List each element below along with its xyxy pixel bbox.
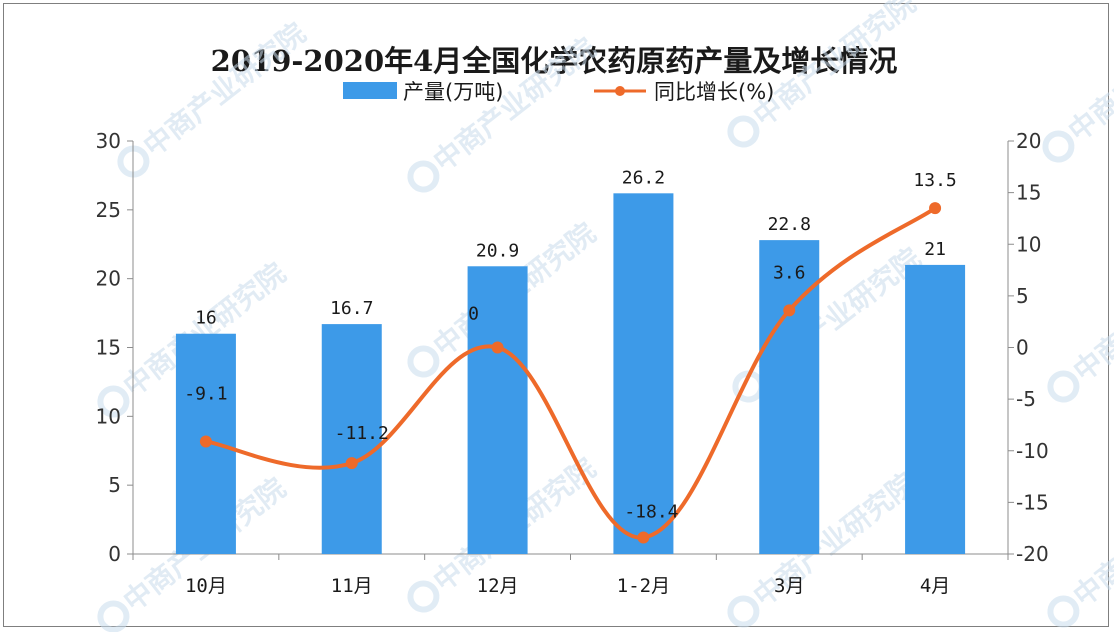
bar [613,193,674,554]
axes: 0 5 10 15 20 25 30 -20 -15 -10 -5 0 5 10 15 20 10月 11月 12月… [96,129,1049,597]
watermark: 中商产业研究院 [727,466,922,628]
y-right-tick-label: -5 [1016,387,1036,411]
zhongshang-logo-icon [97,385,130,418]
line-point [783,304,796,317]
line-point [199,435,212,448]
y-right-tick-label: -10 [1016,439,1049,463]
line-value-label: 3.6 [773,262,806,283]
x-category-label: 3月 [774,575,804,597]
zhongshang-logo-icon [727,115,760,148]
y-right-tick-label: 5 [1016,284,1029,308]
zhongshang-logo-icon [1047,370,1080,403]
line-value-label: -9.1 [184,383,227,404]
x-category-label: 12月 [477,575,519,597]
y-right-tick-label: -15 [1016,490,1049,514]
line-series [199,202,942,544]
line-point [345,457,358,470]
y-right-tick-label: 15 [1016,181,1041,205]
watermark: 中商产业研究院 [732,241,927,403]
zhongshang-logo-icon [407,580,440,613]
watermark: 中商产业研究院 [407,31,602,193]
line-point [929,202,942,215]
watermark: 中商产业研究院 [117,16,312,178]
x-category-label: 10月 [185,575,227,597]
watermark-text: 中商产业研究院 [747,0,922,133]
chart-title: 2019-2020年4月全国化学农药原药产量及增长情况 [210,44,898,78]
legend-swatch-bar [343,82,397,99]
line-value-label: 0 [468,304,479,325]
line-point [491,341,504,354]
watermark-text: 中商产业研究院 [1062,1,1114,148]
y-left-tick-label: 20 [96,267,121,291]
legend: 产量(万吨) 同比增长(%) [343,80,774,104]
zhongshang-logo-icon [727,595,760,628]
y-left-tick-label: 30 [96,129,121,153]
watermark: 中商产业研究院 [1042,1,1114,163]
bar-value-label: 21 [924,239,946,260]
x-category-label: 11月 [331,575,373,597]
line-value-label: 13.5 [913,170,956,191]
y-left-tick-label: 15 [96,336,121,360]
watermark: 中商产业研究院 [1047,466,1114,628]
watermark-text: 中商产业研究院 [427,31,602,178]
y-left-tick-label: 10 [96,404,121,428]
bar [905,264,966,554]
watermark: 中商产业研究院 [1047,241,1114,403]
line-point [637,531,650,544]
bar [321,324,382,554]
y-right-tick-label: 20 [1016,129,1041,153]
line-value-label: -11.2 [335,423,389,444]
y-right-tick-label: -20 [1016,542,1049,566]
bar-value-label: 16.7 [330,298,373,319]
y-right-tick-label: 10 [1016,232,1041,256]
watermark-text: 中商产业研究院 [1067,466,1114,613]
zhongshang-logo-icon [407,345,440,378]
y-right-tick-label: 0 [1016,336,1029,360]
bar-value-label: 22.8 [768,214,811,235]
zhongshang-logo-icon [1042,130,1075,163]
watermark: 中商产业研究院 [727,0,922,148]
zhongshang-logo-icon [97,600,130,632]
data-labels: 16 16.7 20.9 26.2 22.8 21 -9.1 -11.2 0 -18.4 3.6 13… [184,167,957,522]
y-left-tick-label: 0 [108,542,121,566]
bar-value-label: 16 [195,308,217,329]
y-left-tick-label: 25 [96,198,121,222]
bar [467,266,528,554]
zhongshang-logo-icon [117,145,150,178]
y-left-tick-label: 5 [108,473,121,497]
legend-label-bar: 产量(万吨) [403,80,503,104]
legend-label-line: 同比增长(%) [654,80,774,104]
x-category-label: 1-2月 [617,575,670,597]
bar-value-label: 20.9 [476,240,519,261]
zhongshang-logo-icon [1047,595,1080,628]
legend-marker-line [615,86,625,96]
x-category-label: 4月 [920,575,950,597]
watermark-text: 中商产业研究院 [1067,241,1114,388]
bar-value-label: 26.2 [622,167,665,188]
zhongshang-logo-icon [407,160,440,193]
watermark-text: 中商产业研究院 [137,16,312,163]
line-value-label: -18.4 [624,501,678,522]
